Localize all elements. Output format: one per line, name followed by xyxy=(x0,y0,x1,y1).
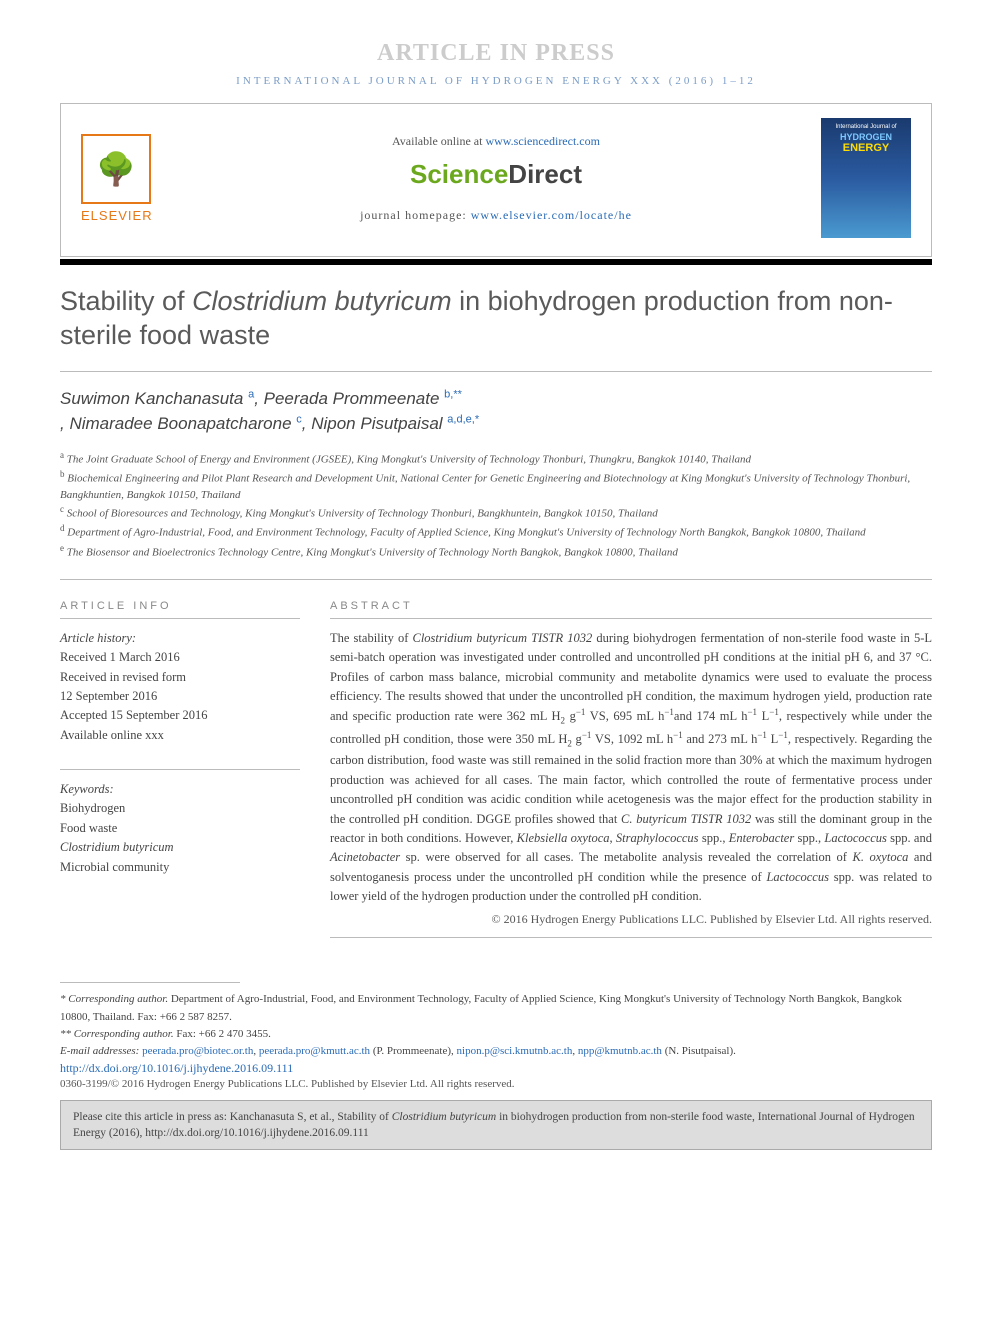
grey-rule-1 xyxy=(60,371,932,372)
affil-text: Biochemical Engineering and Pilot Plant … xyxy=(60,472,910,501)
corr1-text: Department of Agro-Industrial, Food, and… xyxy=(60,993,902,1022)
available-online-line: Available online at www.sciencedirect.co… xyxy=(191,134,801,149)
author-name: , Nimaradee Boonapatcharone xyxy=(60,414,296,433)
grey-rule-2 xyxy=(60,579,932,580)
footnotes: * Corresponding author. Department of Ag… xyxy=(60,991,932,1059)
doi-line: http://dx.doi.org/10.1016/j.ijhydene.201… xyxy=(60,1060,932,1076)
corr2-text: Fax: +66 2 470 3455. xyxy=(174,1028,271,1040)
title-pre: Stability of xyxy=(60,286,192,316)
journal-cover-thumbnail: International Journal of HYDROGEN ENERGY xyxy=(821,118,911,238)
elsevier-label: ELSEVIER xyxy=(81,208,171,223)
affil-text: The Joint Graduate School of Energy and … xyxy=(64,453,751,465)
keywords-rule xyxy=(60,769,300,770)
author-name: , Peerada Prommeenate xyxy=(254,389,444,408)
affiliation-line: e The Biosensor and Bioelectronics Techn… xyxy=(60,542,932,561)
journal-homepage-line: journal homepage: www.elsevier.com/locat… xyxy=(191,208,801,223)
sciencedirect-direct: Direct xyxy=(508,159,582,189)
corr2-label: ** Corresponding author. xyxy=(60,1028,174,1040)
email-link[interactable]: npp@kmutnb.ac.th xyxy=(578,1045,662,1057)
author-affil-sup: b,** xyxy=(444,388,462,400)
header-box: 🌳 ELSEVIER Available online at www.scien… xyxy=(60,103,932,257)
history-label: Article history: xyxy=(60,629,300,648)
abstract-text: The stability of Clostridium butyricum T… xyxy=(330,629,932,907)
email-after: (N. Pisutpaisal). xyxy=(662,1045,736,1057)
affil-text: Department of Agro-Industrial, Food, and… xyxy=(65,527,866,539)
affiliation-line: b Biochemical Engineering and Pilot Plan… xyxy=(60,468,932,504)
article-info-heading: ARTICLE INFO xyxy=(60,600,300,619)
corresponding-author-2: ** Corresponding author. Fax: +66 2 470 … xyxy=(60,1026,932,1043)
sciencedirect-url-link[interactable]: www.sciencedirect.com xyxy=(485,134,600,148)
email-label: E-mail addresses: xyxy=(60,1045,142,1057)
info-abstract-row: ARTICLE INFO Article history: Received 1… xyxy=(60,600,932,953)
homepage-prefix: journal homepage: xyxy=(360,208,471,222)
keywords-label: Keywords: xyxy=(60,780,300,799)
history-line: Received in revised form xyxy=(60,668,300,687)
email-after: (P. Prommeenate), xyxy=(370,1045,456,1057)
citation-box: Please cite this article in press as: Ka… xyxy=(60,1100,932,1150)
sciencedirect-science: Science xyxy=(410,159,508,189)
copyright-abstract: © 2016 Hydrogen Energy Publications LLC.… xyxy=(330,912,932,927)
email-link[interactable]: peerada.pro@kmutt.ac.th xyxy=(259,1045,370,1057)
affil-text: School of Bioresources and Technology, K… xyxy=(64,508,658,520)
press-banner: ARTICLE IN PRESS xyxy=(60,40,932,67)
affiliation-line: c School of Bioresources and Technology,… xyxy=(60,503,932,522)
abstract-bottom-rule xyxy=(330,937,932,938)
author-name: , Nipon Pisutpaisal xyxy=(302,414,448,433)
cover-energy: ENERGY xyxy=(843,142,889,154)
keywords-block: Keywords: BiohydrogenFood wasteClostridi… xyxy=(60,769,300,877)
keyword: Food waste xyxy=(60,819,300,838)
elsevier-tree-icon: 🌳 xyxy=(81,134,151,204)
author-affil-sup: a,d,e,* xyxy=(447,413,479,425)
cover-hydrogen: HYDROGEN xyxy=(840,132,892,142)
abstract-column: ABSTRACT The stability of Clostridium bu… xyxy=(330,600,932,953)
black-rule xyxy=(60,259,932,265)
history-line: Received 1 March 2016 xyxy=(60,648,300,667)
article-history: Article history: Received 1 March 2016Re… xyxy=(60,629,300,745)
header-center: Available online at www.sciencedirect.co… xyxy=(191,134,801,223)
authors-line: Suwimon Kanchanasuta a, Peerada Prommeen… xyxy=(60,386,932,437)
keyword: Biohydrogen xyxy=(60,799,300,818)
history-line: Accepted 15 September 2016 xyxy=(60,706,300,725)
keyword: Clostridium butyricum xyxy=(60,838,300,857)
journal-running-head: INTERNATIONAL JOURNAL OF HYDROGEN ENERGY… xyxy=(60,75,932,87)
doi-link[interactable]: http://dx.doi.org/10.1016/j.ijhydene.201… xyxy=(60,1061,293,1075)
history-line: 12 September 2016 xyxy=(60,687,300,706)
elsevier-logo: 🌳 ELSEVIER xyxy=(81,134,171,223)
corresponding-author-1: * Corresponding author. Department of Ag… xyxy=(60,991,932,1025)
cover-toptext: International Journal of xyxy=(835,124,896,130)
affiliation-line: a The Joint Graduate School of Energy an… xyxy=(60,449,932,468)
corr1-label: * Corresponding author. xyxy=(60,993,168,1005)
keyword: Microbial community xyxy=(60,858,300,877)
affil-text: The Biosensor and Bioelectronics Technol… xyxy=(64,546,678,558)
available-prefix: Available online at xyxy=(392,134,485,148)
article-info-column: ARTICLE INFO Article history: Received 1… xyxy=(60,600,300,953)
history-line: Available online xxx xyxy=(60,726,300,745)
article-title: Stability of Clostridium butyricum in bi… xyxy=(60,285,932,353)
abstract-heading: ABSTRACT xyxy=(330,600,932,619)
journal-homepage-link[interactable]: www.elsevier.com/locate/he xyxy=(471,208,632,222)
email-link[interactable]: peerada.pro@biotec.or.th xyxy=(142,1045,253,1057)
title-italic: Clostridium butyricum xyxy=(192,286,452,316)
footnote-rule xyxy=(60,982,240,983)
email-link[interactable]: nipon.p@sci.kmutnb.ac.th xyxy=(457,1045,573,1057)
affiliations: a The Joint Graduate School of Energy an… xyxy=(60,449,932,561)
affiliation-line: d Department of Agro-Industrial, Food, a… xyxy=(60,522,932,541)
author-name: Suwimon Kanchanasuta xyxy=(60,389,248,408)
issn-copyright-line: 0360-3199/© 2016 Hydrogen Energy Publica… xyxy=(60,1078,932,1090)
email-addresses-line: E-mail addresses: peerada.pro@biotec.or.… xyxy=(60,1043,932,1060)
sciencedirect-logo: ScienceDirect xyxy=(191,159,801,190)
